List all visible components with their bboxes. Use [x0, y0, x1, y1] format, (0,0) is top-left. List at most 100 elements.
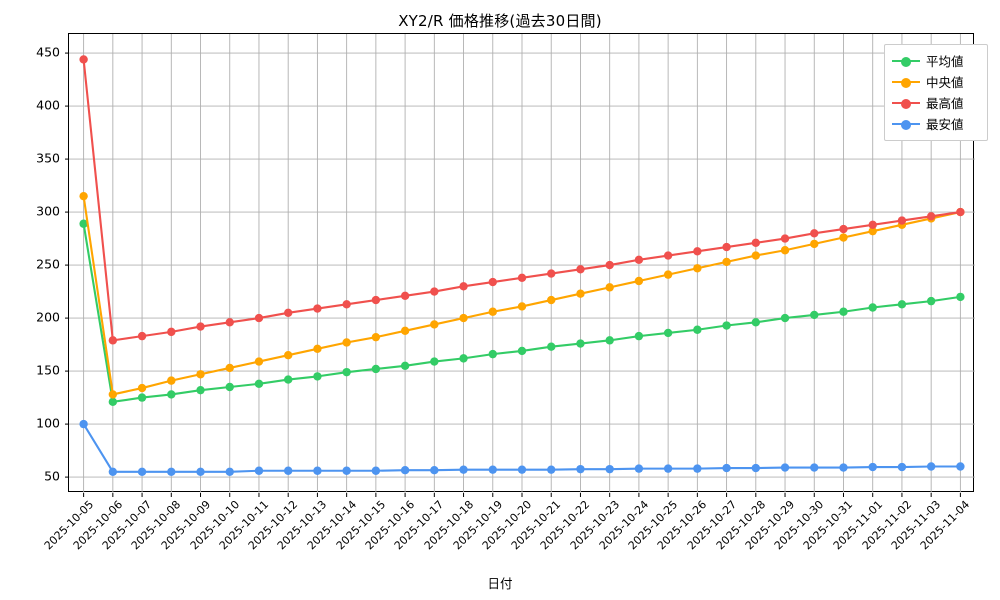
data-point	[751, 318, 761, 327]
y-tick-label: 100	[36, 415, 60, 431]
data-point	[459, 465, 468, 474]
legend-swatch-icon	[892, 97, 920, 109]
legend-item-2[interactable]: 最高値	[892, 92, 980, 113]
y-tick-label: 250	[36, 256, 60, 272]
data-point	[254, 357, 264, 366]
data-point	[693, 264, 702, 273]
data-point	[605, 464, 614, 474]
data-point	[547, 295, 556, 305]
data-point	[780, 234, 790, 243]
legend-item-3[interactable]: 最安値	[892, 113, 980, 134]
data-point	[488, 465, 497, 474]
data-point	[459, 282, 468, 291]
data-point	[371, 295, 381, 305]
data-point	[254, 313, 264, 323]
data-point	[634, 255, 644, 264]
data-point	[313, 344, 322, 354]
legend-swatch-icon	[892, 76, 920, 88]
y-tick-label: 400	[36, 97, 60, 113]
data-point	[313, 372, 322, 381]
legend-item-1[interactable]: 中央値	[892, 71, 980, 92]
data-point	[313, 304, 322, 313]
data-point	[634, 464, 644, 473]
data-point	[488, 349, 497, 359]
data-point	[663, 328, 673, 338]
data-point	[956, 207, 965, 217]
data-point	[810, 229, 819, 238]
data-point	[576, 464, 585, 474]
data-point	[342, 367, 351, 377]
data-point	[576, 289, 585, 298]
data-point	[839, 307, 848, 316]
data-point	[167, 467, 176, 476]
data-point	[956, 462, 965, 471]
data-point	[693, 464, 702, 473]
data-point	[897, 462, 907, 472]
data-point	[225, 363, 234, 373]
data-point	[751, 251, 761, 260]
data-point	[79, 191, 88, 201]
data-point	[108, 467, 118, 476]
data-point	[283, 350, 293, 360]
data-point	[722, 321, 731, 330]
data-point	[137, 393, 147, 402]
data-point	[371, 332, 381, 342]
data-point	[605, 336, 614, 345]
legend-label: 最安値	[926, 117, 964, 132]
data-point	[810, 310, 819, 320]
data-point	[868, 226, 877, 236]
data-point	[79, 219, 88, 228]
data-point	[400, 361, 410, 370]
data-point	[108, 390, 118, 399]
legend-label: 平均値	[926, 54, 964, 69]
data-point	[430, 287, 439, 296]
data-point	[79, 419, 88, 429]
data-point	[137, 467, 147, 476]
series-3	[79, 419, 965, 476]
legend-item-0[interactable]: 平均値	[892, 50, 980, 71]
data-point	[868, 303, 877, 312]
data-point	[693, 247, 702, 256]
data-point	[547, 342, 556, 351]
data-point	[167, 376, 176, 385]
chart-legend: 平均値中央値 最高値最安値	[884, 44, 988, 141]
data-point	[167, 327, 176, 337]
grid-lines	[65, 34, 975, 497]
data-point	[196, 385, 205, 395]
plot-area	[65, 33, 975, 497]
data-point	[751, 463, 761, 473]
data-point	[342, 466, 351, 475]
data-point	[868, 462, 877, 472]
data-point	[283, 308, 293, 317]
data-point	[342, 300, 351, 309]
data-point	[196, 370, 205, 379]
data-point	[839, 233, 848, 242]
data-point	[400, 326, 410, 336]
data-point	[576, 339, 585, 348]
data-point	[839, 463, 848, 472]
data-point	[722, 257, 731, 267]
y-tick-label: 300	[36, 203, 60, 219]
data-point	[576, 265, 585, 274]
legend-swatch-icon	[892, 55, 920, 67]
data-point	[722, 242, 731, 252]
data-point	[605, 260, 614, 270]
data-point	[283, 466, 293, 475]
legend-swatch-icon	[892, 118, 920, 130]
series-1	[79, 191, 965, 399]
data-point	[926, 462, 936, 471]
data-point	[810, 239, 819, 249]
data-point	[342, 338, 351, 347]
data-point	[225, 318, 234, 327]
series-lines	[79, 55, 965, 476]
data-point	[488, 277, 497, 287]
data-point	[517, 346, 527, 356]
data-point	[254, 379, 264, 389]
data-point	[371, 364, 381, 374]
series-2	[79, 55, 965, 345]
data-point	[780, 463, 790, 472]
data-point	[634, 276, 644, 286]
data-point	[196, 322, 205, 331]
data-point	[839, 224, 848, 234]
data-point	[137, 331, 147, 341]
